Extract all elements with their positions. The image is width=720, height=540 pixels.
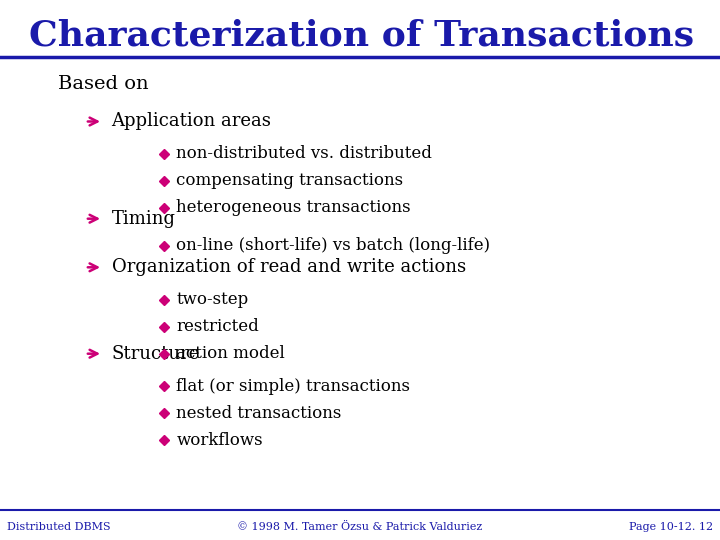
Text: non-distributed vs. distributed: non-distributed vs. distributed	[176, 145, 432, 163]
Text: two-step: two-step	[176, 291, 248, 308]
Text: Distributed DBMS: Distributed DBMS	[7, 522, 111, 531]
Text: Structure: Structure	[112, 345, 200, 363]
Text: Based on: Based on	[58, 75, 148, 93]
Text: heterogeneous transactions: heterogeneous transactions	[176, 199, 411, 217]
Text: compensating transactions: compensating transactions	[176, 172, 403, 190]
Text: action model: action model	[176, 345, 285, 362]
Text: restricted: restricted	[176, 318, 259, 335]
Text: Timing: Timing	[112, 210, 176, 228]
Text: on-line (short-life) vs batch (long-life): on-line (short-life) vs batch (long-life…	[176, 237, 490, 254]
Text: Application areas: Application areas	[112, 112, 271, 131]
Text: Page 10-12. 12: Page 10-12. 12	[629, 522, 713, 531]
Text: Organization of read and write actions: Organization of read and write actions	[112, 258, 466, 276]
Text: flat (or simple) transactions: flat (or simple) transactions	[176, 377, 410, 395]
Text: workflows: workflows	[176, 431, 263, 449]
Text: © 1998 M. Tamer Özsu & Patrick Valduriez: © 1998 M. Tamer Özsu & Patrick Valduriez	[238, 522, 482, 531]
Text: nested transactions: nested transactions	[176, 404, 342, 422]
Text: Characterization of Transactions: Characterization of Transactions	[29, 18, 694, 52]
